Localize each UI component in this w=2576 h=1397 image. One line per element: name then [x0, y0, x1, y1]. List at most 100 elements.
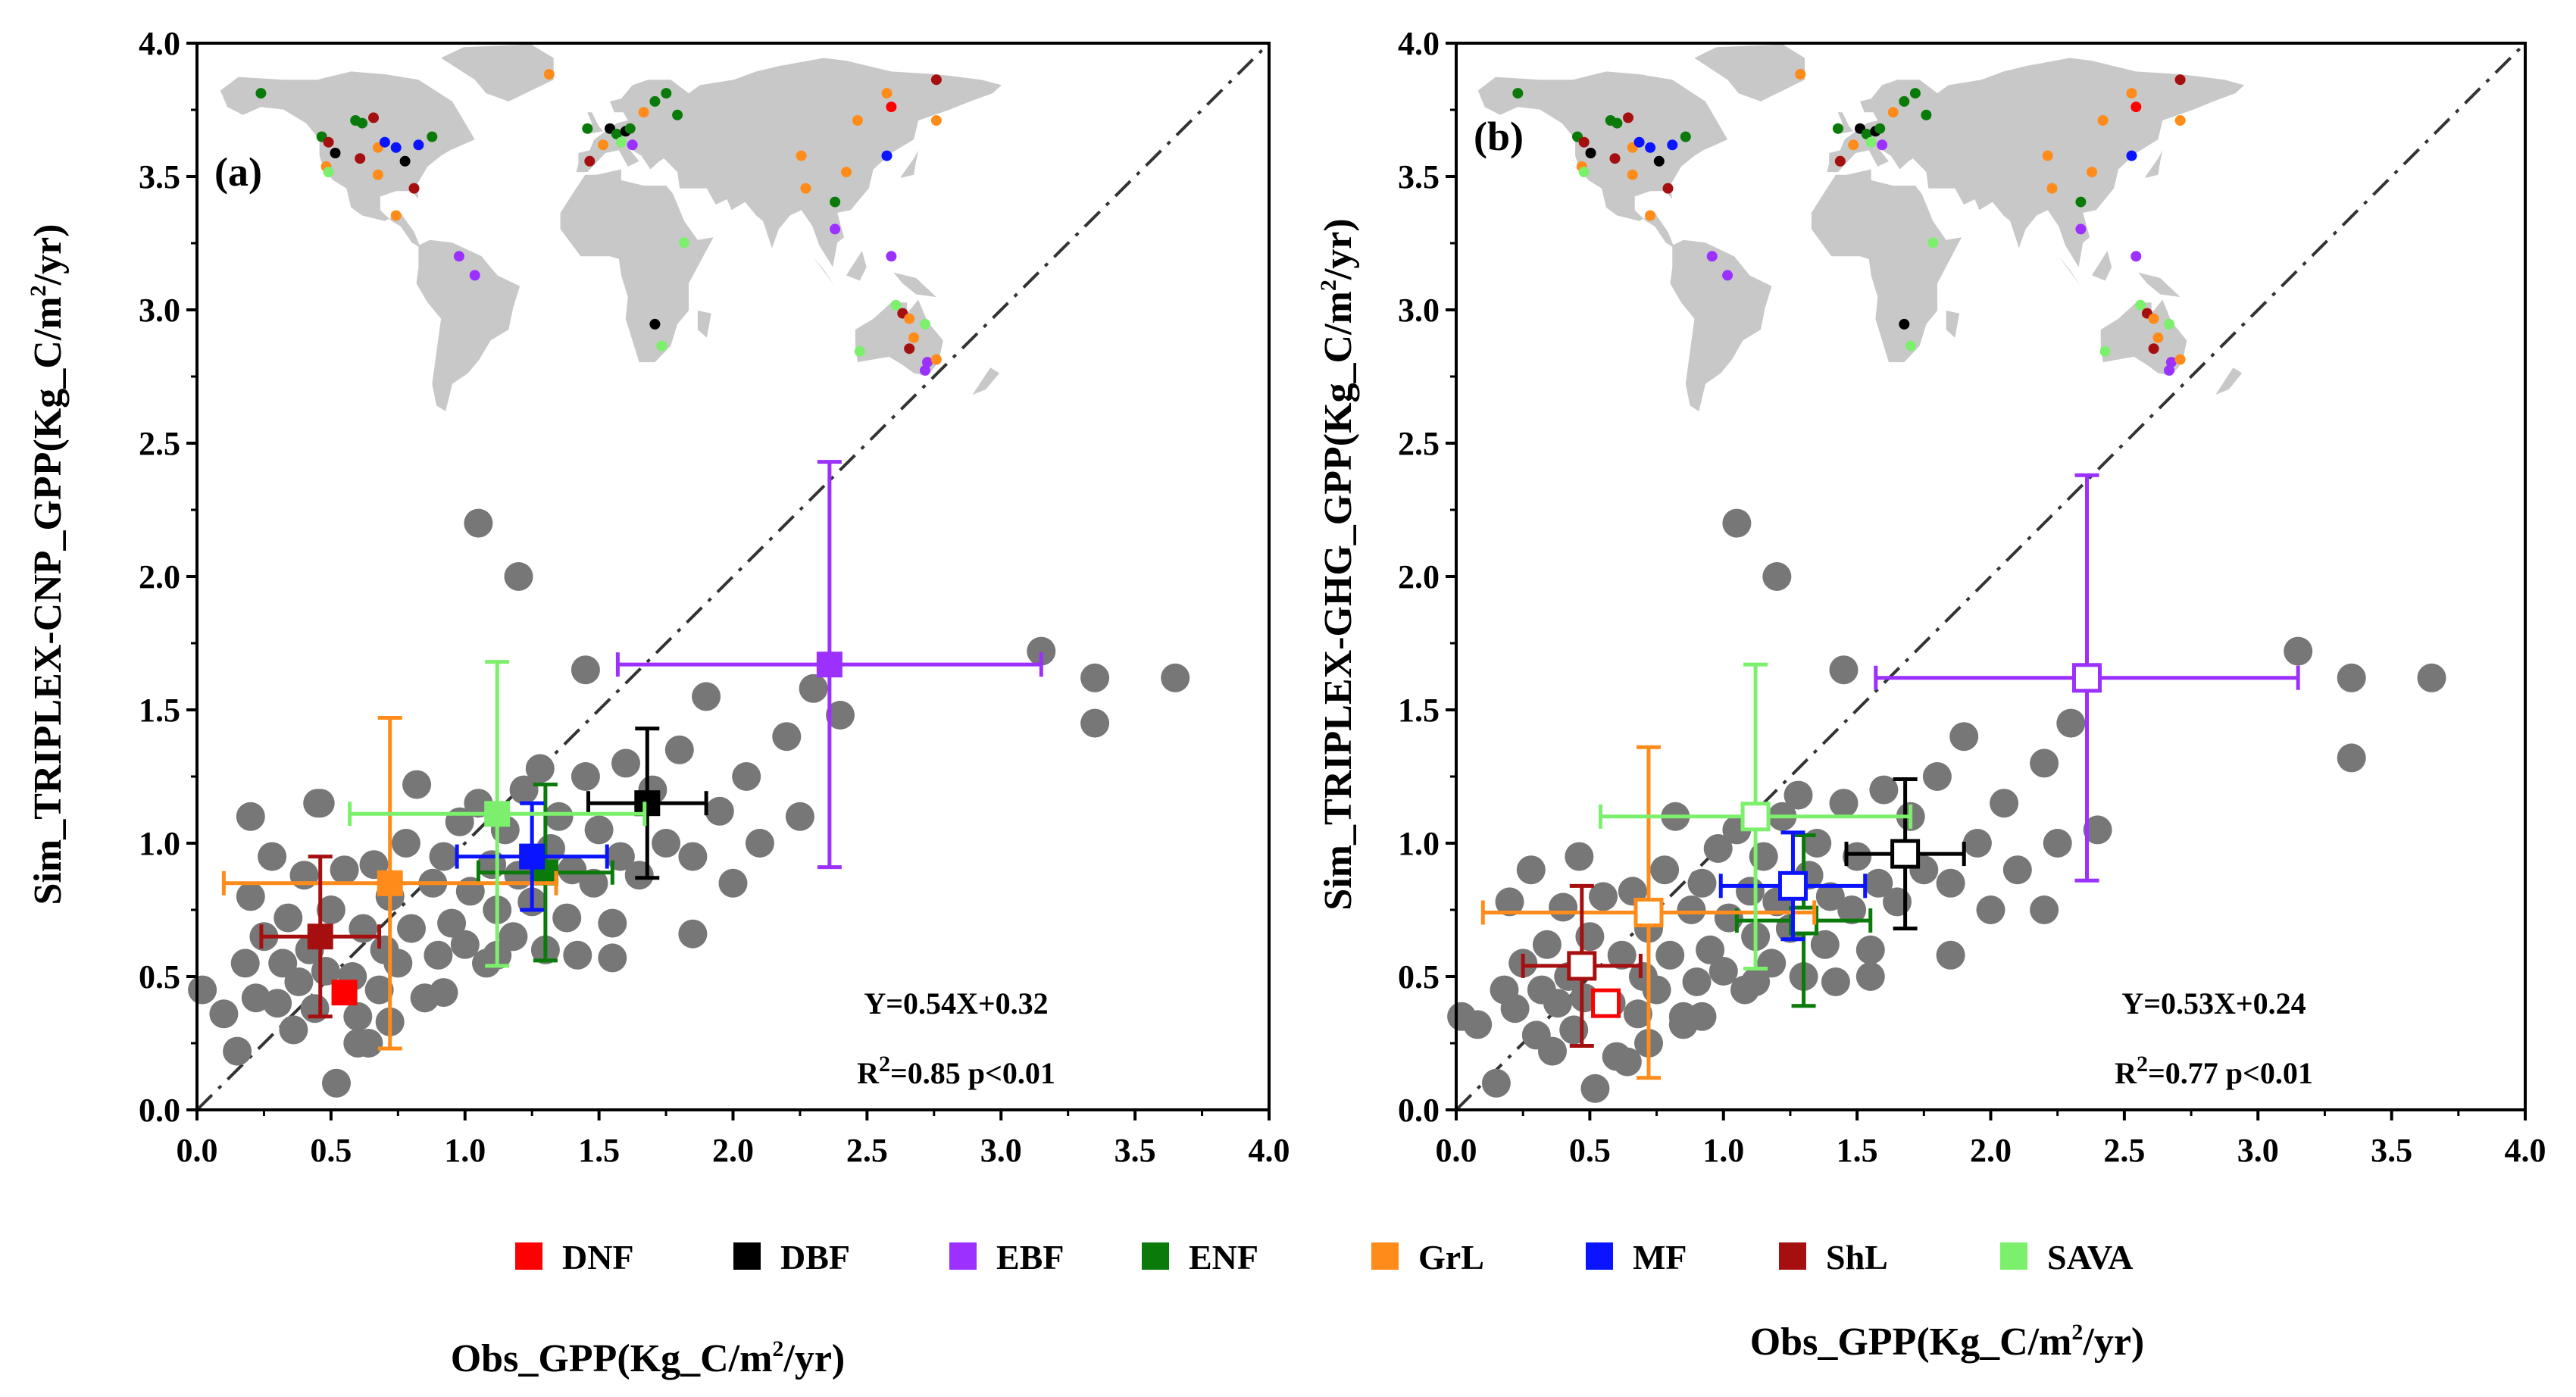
pft-mean-dbf: [586, 727, 708, 880]
site-point: [1784, 780, 1813, 810]
y-tick-label: 1.5: [1398, 692, 1440, 729]
site-point: [2030, 749, 2059, 778]
site-point: [429, 978, 458, 1008]
site-point: [1837, 895, 1867, 924]
land-mass: [846, 251, 867, 281]
map-site-grl: [2042, 150, 2053, 161]
site-point: [1936, 868, 1965, 898]
r-squared-b: R2=0.77 p<0.01: [2115, 1052, 2313, 1090]
map-site-enf: [1512, 88, 1524, 99]
site-point: [563, 940, 592, 970]
mean-marker: [816, 652, 843, 678]
map-site-ebf: [453, 251, 464, 262]
site-point: [1575, 922, 1605, 952]
site-point: [1936, 940, 1965, 970]
site-point: [1161, 663, 1190, 692]
site-point: [2083, 815, 2112, 845]
site-point: [579, 868, 608, 898]
mean-marker: [307, 924, 333, 950]
x-tick-label: 1.5: [578, 1132, 620, 1169]
x-tick-label: 2.0: [1970, 1132, 2012, 1169]
site-point: [424, 940, 453, 970]
site-point: [279, 1015, 308, 1045]
land-mass: [220, 71, 475, 248]
site-point: [1543, 989, 1572, 1018]
one-to-one-line-a: [195, 42, 1271, 1111]
site-point: [209, 999, 239, 1029]
map-site-enf: [649, 95, 661, 107]
map-site-grl: [2126, 88, 2137, 99]
map-site-dnf: [2131, 102, 2142, 113]
site-point: [300, 994, 330, 1024]
site-point: [263, 989, 292, 1018]
map-site-enf: [1832, 123, 1843, 134]
map-site-enf: [1921, 109, 1932, 120]
site-point: [2056, 708, 2086, 738]
map-site-enf: [611, 128, 622, 139]
map-site-grl: [800, 183, 811, 194]
pft-mean-enf: [476, 783, 614, 963]
y-tick-label: 4.0: [139, 25, 180, 62]
site-point: [1682, 967, 1712, 996]
map-site-ebf: [886, 251, 897, 262]
map-site-sava: [1578, 167, 1590, 178]
map-site-dbf: [649, 318, 661, 330]
site-point: [1708, 957, 1738, 986]
map-site-sava: [323, 167, 334, 178]
y-tick-label: 1.0: [139, 825, 180, 862]
map-site-mf: [2126, 150, 2137, 161]
site-point: [289, 861, 319, 890]
map-site-shl: [1578, 136, 1590, 148]
map-site-grl: [930, 115, 942, 126]
pft-mean-mf: [455, 801, 609, 912]
site-point: [1855, 962, 1885, 991]
legend-swatch: [733, 1242, 761, 1270]
y-tick-label: 1.0: [1398, 825, 1440, 862]
site-point: [2002, 855, 2032, 885]
map-site-ebf: [1877, 139, 1888, 151]
legend-item-grl: GrL: [1371, 1238, 1484, 1277]
map-site-grl: [904, 313, 915, 324]
mean-marker: [1890, 839, 1921, 869]
site-point: [391, 829, 420, 858]
map-site-enf: [661, 88, 672, 99]
site-point: [1855, 935, 1885, 964]
site-point: [1650, 855, 1680, 885]
site-point: [1580, 1074, 1610, 1103]
map-site-ebf: [627, 139, 638, 151]
site-point: [1623, 999, 1652, 1029]
map-site-dnf: [886, 102, 897, 113]
site-point: [1864, 868, 1893, 898]
site-point: [678, 919, 708, 949]
site-point: [799, 673, 828, 703]
x-tick-label: 3.0: [2237, 1132, 2279, 1169]
map-site-grl: [1887, 107, 1899, 118]
site-point: [598, 943, 627, 973]
x-tick-label: 4.0: [1249, 1132, 1290, 1169]
site-point: [525, 754, 555, 783]
map-site-grl: [543, 69, 555, 80]
map-site-grl: [372, 169, 383, 180]
site-point: [1538, 1036, 1567, 1066]
y-tick-label: 2.0: [139, 558, 180, 595]
pft-mean-ebf: [1874, 473, 2300, 883]
map-site-dbf: [330, 148, 341, 158]
site-point: [2417, 663, 2446, 692]
map-site-mf: [1667, 139, 1678, 151]
panel-a: 0.0 0.5 1.0 1.5 2.0 2.5 3.0 3.5 4.0 0.0 0.5 1.0 1.5 2…: [26, 25, 1290, 1169]
map-site-sava: [679, 237, 690, 248]
site-point: [611, 749, 640, 778]
site-point: [1080, 708, 1110, 738]
site-point: [1821, 967, 1850, 996]
pft-mean-shl: [259, 855, 382, 1019]
site-point: [477, 850, 507, 880]
map-site-sava: [2099, 345, 2111, 357]
site-point: [571, 762, 600, 791]
site-point: [499, 922, 528, 952]
x-tick-label: 2.5: [846, 1132, 888, 1169]
pft-mean-dnf: [331, 980, 358, 1006]
map-site-sava: [890, 299, 902, 311]
legend-label: ENF: [1189, 1238, 1258, 1277]
site-point: [1714, 903, 1743, 933]
mean-marker: [2071, 663, 2102, 693]
